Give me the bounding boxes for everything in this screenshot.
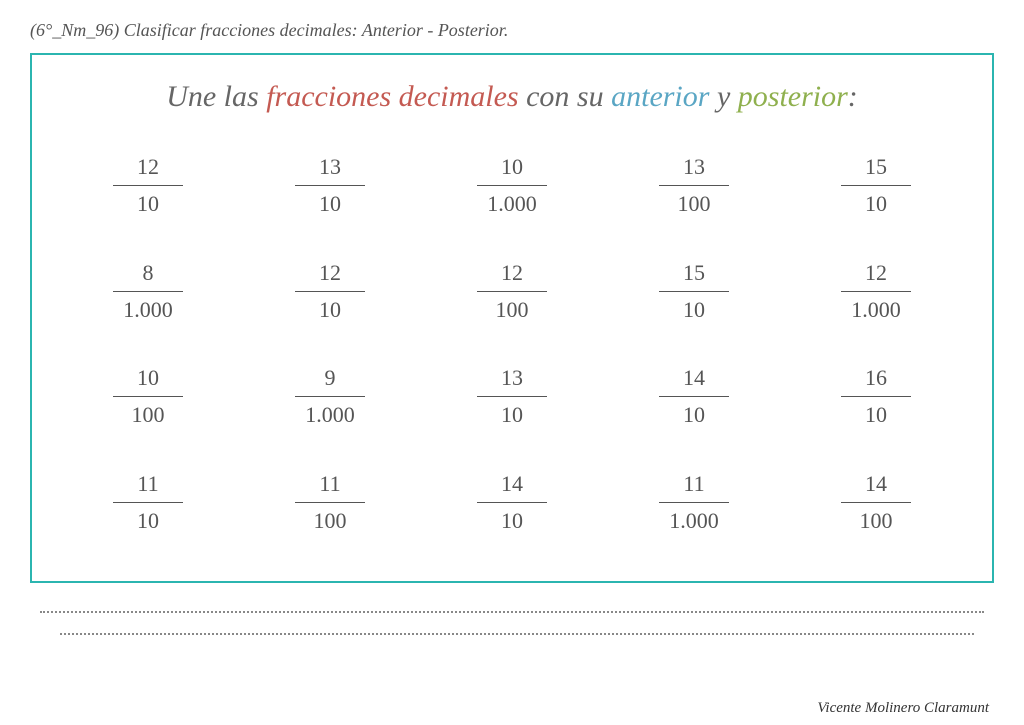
fraction-denominator: 10 [137,506,159,536]
title-part: : [848,80,858,113]
fraction-bar [113,291,183,292]
fraction-cell[interactable]: 10 1.000 [436,144,588,228]
fraction-denominator: 100 [496,295,529,325]
fraction-denominator: 10 [683,295,705,325]
main-exercise-box: Une las fracciones decimales con su ante… [30,53,994,583]
fraction-bar [841,291,911,292]
title-part: Une las [166,80,266,113]
fraction-bar [295,291,365,292]
fraction-denominator: 1.000 [487,189,537,219]
fraction-bar [295,185,365,186]
fraction-numerator: 11 [683,469,704,499]
fraction-denominator: 1.000 [669,506,719,536]
fraction-cell[interactable]: 1110 [72,461,224,545]
fraction-denominator: 100 [678,189,711,219]
fraction-cell[interactable]: 1510 [618,250,770,334]
title-part-blue: anterior [611,80,709,113]
fraction-denominator: 10 [137,189,159,219]
fraction-bar [113,502,183,503]
fraction-denominator: 10 [865,189,887,219]
fraction-cell[interactable]: 11100 [254,461,406,545]
fraction-denominator: 100 [314,506,347,536]
fraction-cell[interactable]: 8 1.000 [72,250,224,334]
exercise-title: Une las fracciones decimales con su ante… [72,80,952,114]
fraction-denominator: 10 [501,506,523,536]
fraction-numerator: 12 [137,152,159,182]
fraction-cell[interactable]: 1610 [800,355,952,439]
fraction-numerator: 11 [137,469,158,499]
fraction-cell[interactable]: 11 1.000 [618,461,770,545]
fraction-cell[interactable]: 1310 [254,144,406,228]
title-part-red: fracciones decimales [266,80,518,113]
fraction-numerator: 9 [325,363,336,393]
fraction-numerator: 14 [865,469,887,499]
fraction-numerator: 8 [143,258,154,288]
fraction-numerator: 12 [865,258,887,288]
worksheet-header: (6°_Nm_96) Clasificar fracciones decimal… [30,20,994,41]
fraction-cell[interactable]: 13100 [618,144,770,228]
fraction-numerator: 12 [501,258,523,288]
fraction-numerator: 13 [319,152,341,182]
fraction-cell[interactable]: 14100 [800,461,952,545]
fraction-bar [477,502,547,503]
fraction-numerator: 10 [137,363,159,393]
fraction-numerator: 14 [501,469,523,499]
title-part-green: posterior [738,80,848,113]
answer-lines [30,611,994,635]
fraction-bar [477,291,547,292]
fraction-denominator: 10 [501,400,523,430]
fraction-denominator: 10 [319,295,341,325]
fraction-cell[interactable]: 1210 [72,144,224,228]
fraction-grid: 12101310101.00013100151081.0001210121001… [72,144,952,544]
dotted-line [40,611,984,613]
fraction-bar [659,502,729,503]
fraction-numerator: 12 [319,258,341,288]
fraction-bar [113,185,183,186]
fraction-numerator: 16 [865,363,887,393]
fraction-bar [477,396,547,397]
fraction-denominator: 100 [860,506,893,536]
fraction-bar [477,185,547,186]
fraction-bar [841,502,911,503]
fraction-bar [659,396,729,397]
author-credit: Vicente Molinero Claramunt [817,700,989,717]
fraction-numerator: 13 [501,363,523,393]
fraction-bar [659,291,729,292]
fraction-numerator: 15 [683,258,705,288]
fraction-cell[interactable]: 1410 [436,461,588,545]
fraction-cell[interactable]: 12100 [436,250,588,334]
fraction-cell[interactable]: 1210 [254,250,406,334]
fraction-numerator: 10 [501,152,523,182]
fraction-bar [659,185,729,186]
dotted-line [60,633,974,635]
fraction-cell[interactable]: 1510 [800,144,952,228]
fraction-numerator: 14 [683,363,705,393]
fraction-bar [841,396,911,397]
fraction-denominator: 1.000 [123,295,173,325]
fraction-numerator: 15 [865,152,887,182]
fraction-cell[interactable]: 9 1.000 [254,355,406,439]
fraction-denominator: 10 [683,400,705,430]
fraction-bar [113,396,183,397]
fraction-denominator: 1.000 [305,400,355,430]
title-part: con su [519,80,612,113]
fraction-bar [841,185,911,186]
fraction-cell[interactable]: 1310 [436,355,588,439]
fraction-bar [295,396,365,397]
fraction-cell[interactable]: 12 1.000 [800,250,952,334]
fraction-denominator: 10 [319,189,341,219]
fraction-cell[interactable]: 1410 [618,355,770,439]
fraction-denominator: 10 [865,400,887,430]
fraction-denominator: 1.000 [851,295,901,325]
fraction-denominator: 100 [132,400,165,430]
fraction-cell[interactable]: 10100 [72,355,224,439]
fraction-numerator: 13 [683,152,705,182]
fraction-bar [295,502,365,503]
title-part: y [709,80,737,113]
fraction-numerator: 11 [319,469,340,499]
